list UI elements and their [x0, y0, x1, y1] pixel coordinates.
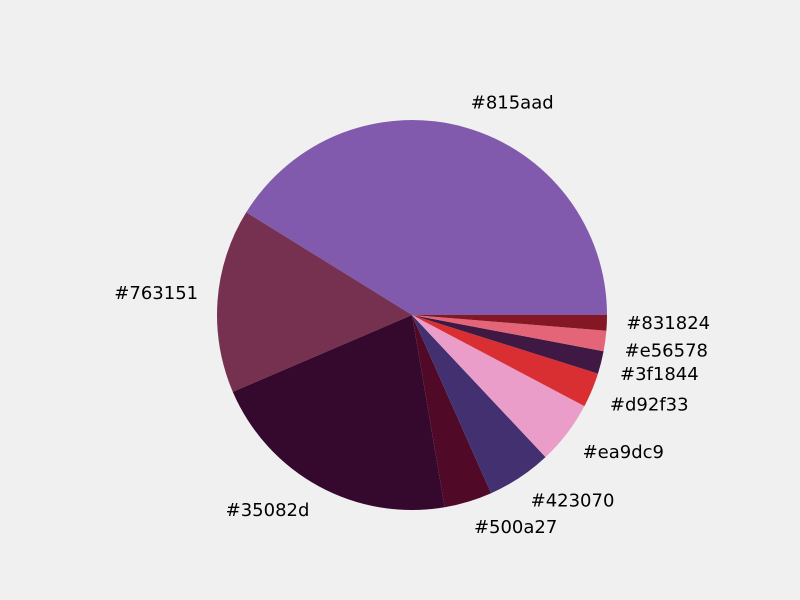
pie-slice [217, 212, 412, 392]
pie-slice [412, 315, 607, 352]
pie-slice [412, 315, 598, 407]
slice-label: #d92f33 [610, 394, 689, 415]
pie-slice [412, 315, 546, 494]
slice-label: #500a27 [474, 517, 557, 538]
slice-label: #815aad [471, 93, 554, 114]
pie-slice [412, 315, 607, 331]
slice-label: #831824 [626, 313, 710, 334]
pie-slice [412, 315, 604, 374]
slice-label: #763151 [114, 283, 198, 304]
pie-slice [412, 315, 585, 458]
slice-label: #3f1844 [620, 364, 699, 385]
slice-label: #35082d [226, 500, 310, 521]
pie-slices [217, 120, 607, 510]
pie-slice [412, 315, 492, 508]
pie-slice [232, 315, 445, 510]
pie-slice [246, 120, 607, 315]
slice-label: #423070 [531, 491, 615, 512]
slice-label: #ea9dc9 [583, 442, 664, 463]
slice-label: #e56578 [625, 340, 708, 361]
pie-labels: #815aad #763151 #35082d #500a27 #423070 #ea9d… [114, 93, 710, 538]
